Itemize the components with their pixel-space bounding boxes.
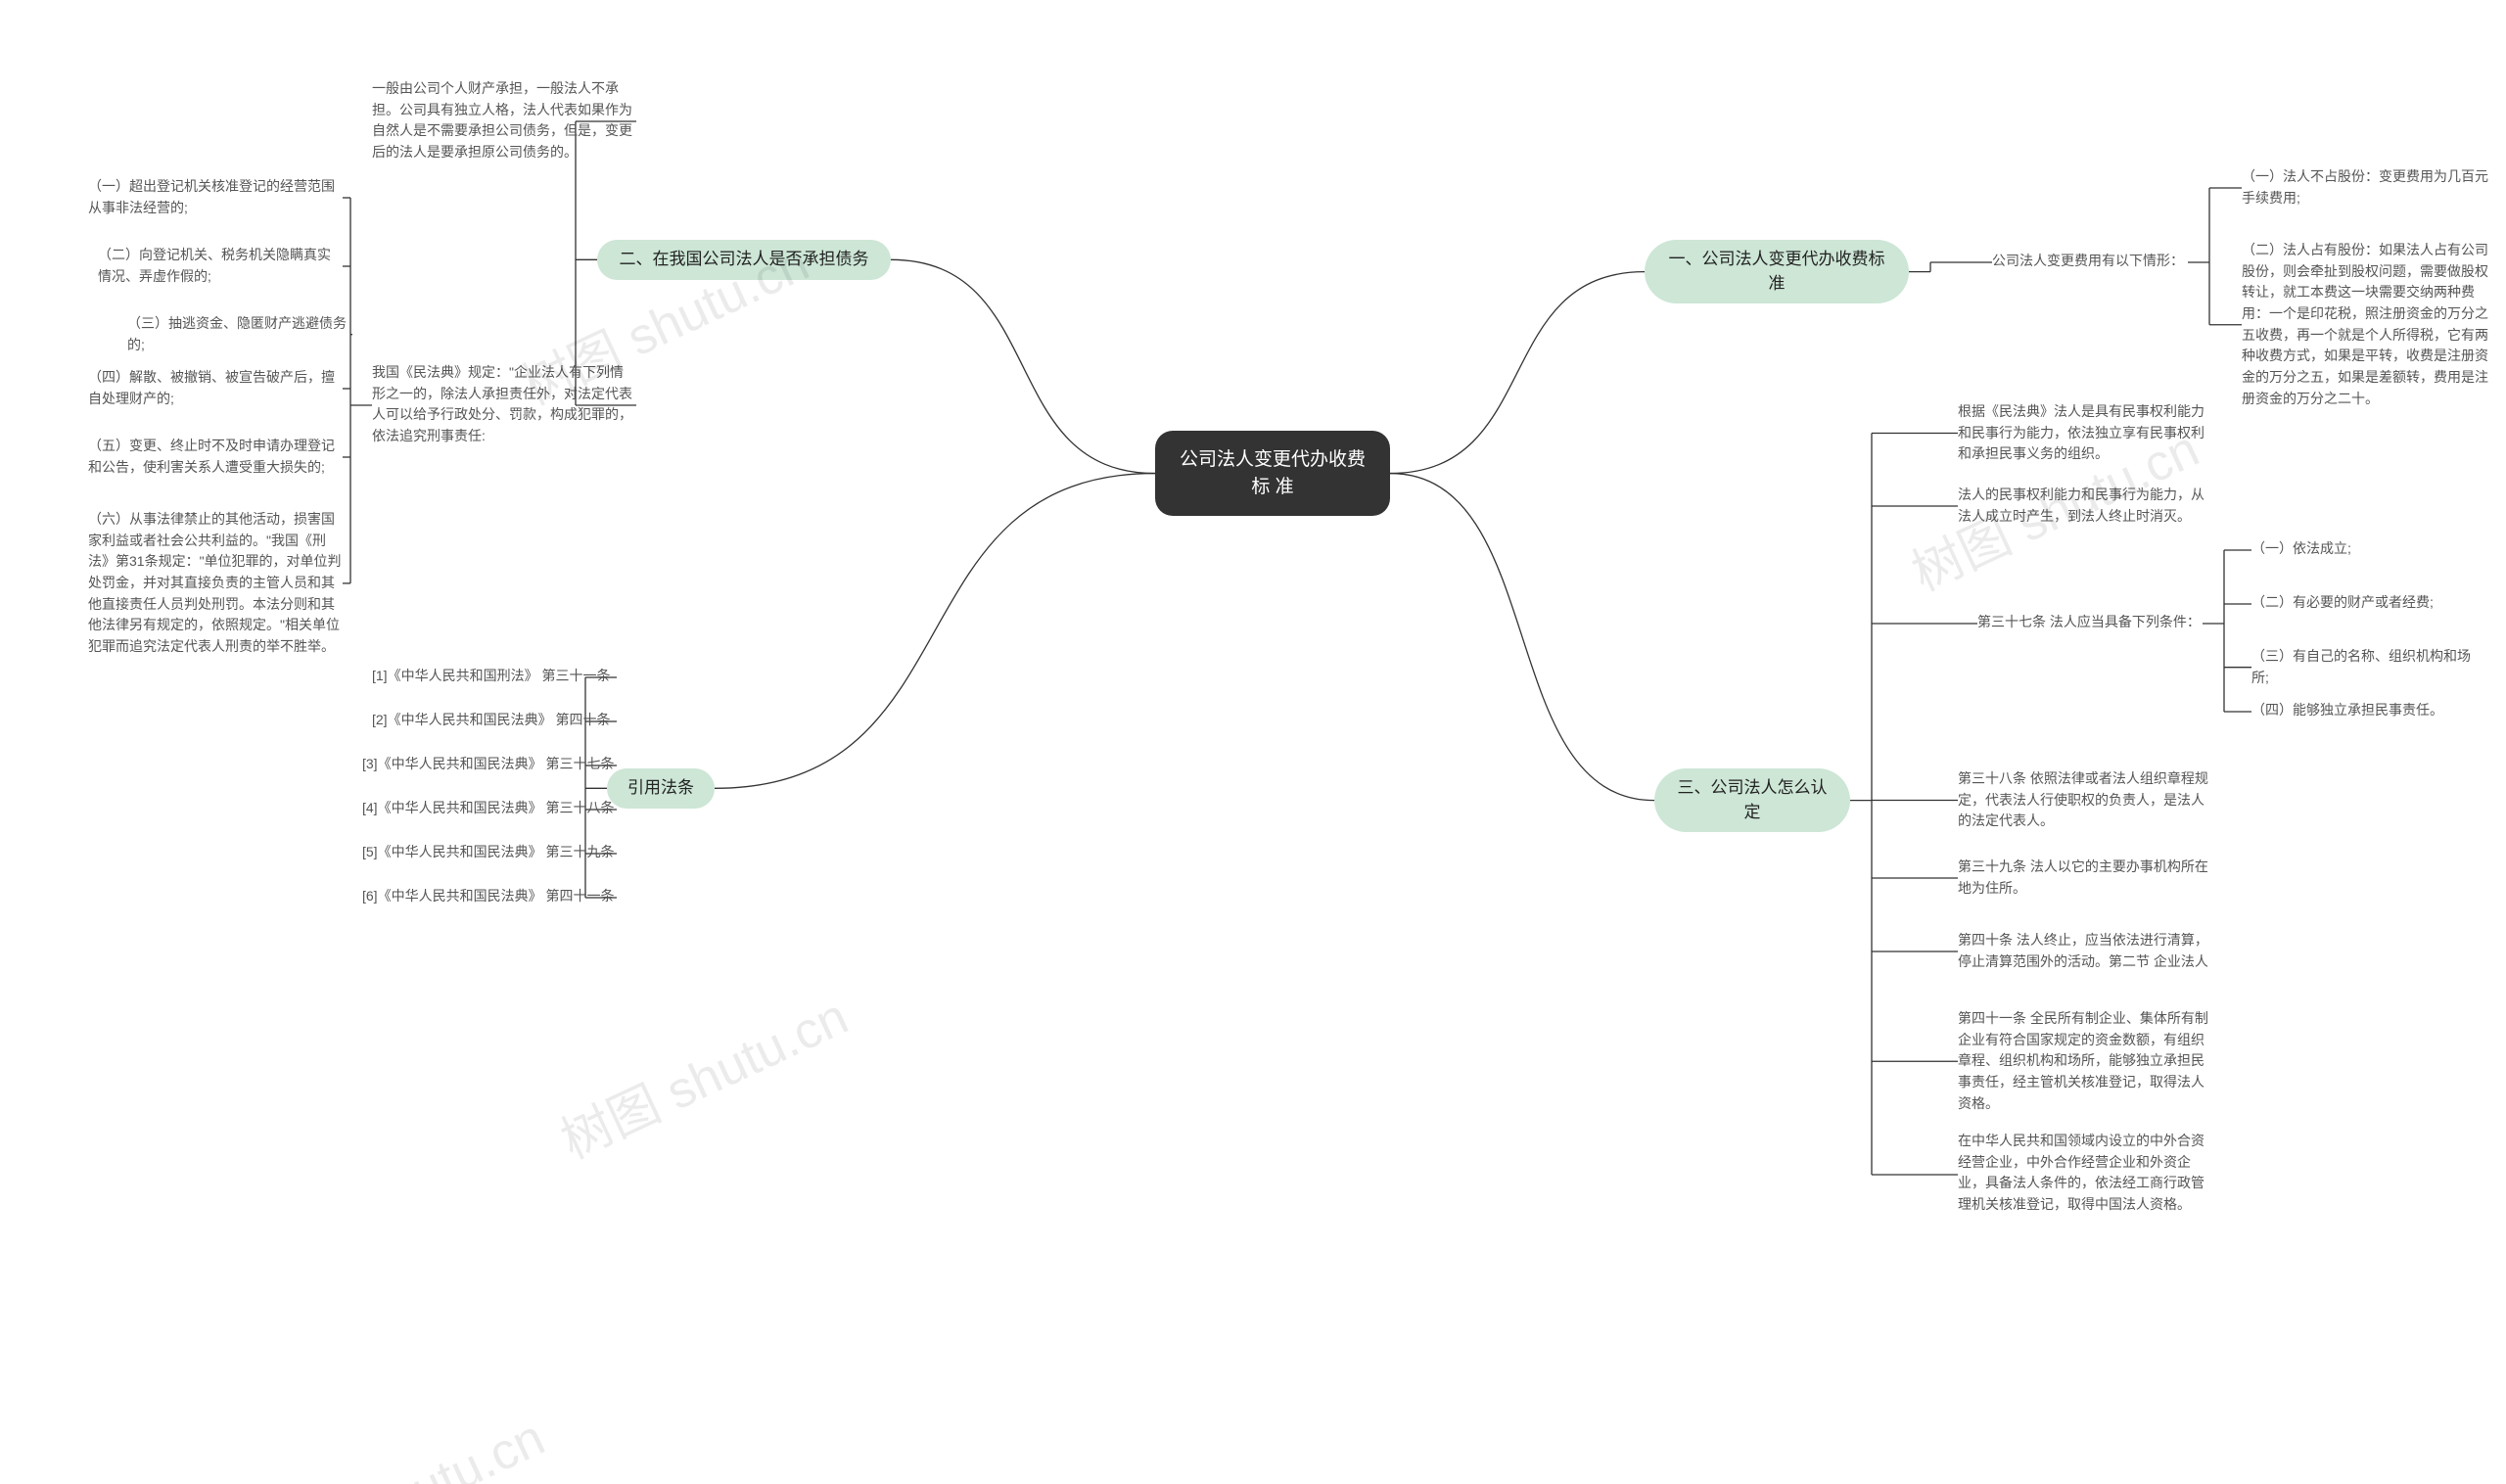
leaf-node-l4c: [3]《中华人民共和国民法典》 第三十七条 <box>362 754 617 777</box>
leaf-node-l4a: [1]《中华人民共和国刑法》 第三十一条 <box>372 666 617 689</box>
leaf-node-l2b5: （五）变更、终止时不及时申请办理登记和公告，使利害关系人遭受重大损失的; <box>88 436 343 479</box>
leaf-node-l4e: [5]《中华人民共和国民法典》 第三十九条 <box>362 842 617 865</box>
leaf-node-l2b1: （一）超出登记机关核准登记的经营范围从事非法经营的; <box>88 176 343 219</box>
leaf-node-l2b3: （三）抽逃资金、隐匿财产逃避债务的; <box>127 313 352 355</box>
leaf-node-r39: 第三十九条 法人以它的主要办事机构所在地为住所。 <box>1958 857 2212 900</box>
leaf-node-l2b2: （二）向登记机关、税务机关隐瞒真实情况、弄虚作假的; <box>98 245 343 288</box>
leaf-node-l2b6: （六）从事法律禁止的其他活动，损害国家利益或者社会公共利益的。"我国《刑法》第3… <box>88 509 343 658</box>
leaf-node-l4d: [4]《中华人民共和国民法典》 第三十八条 <box>362 798 617 821</box>
leaf-node-r38: 第三十八条 依照法律或者法人组织章程规定，代表法人行使职权的负责人，是法人的法定… <box>1958 768 2212 832</box>
center-node: 公司法人变更代办收费标 准 <box>1155 431 1390 516</box>
leaf-node-m1: 公司法人变更费用有以下情形： <box>1992 251 2188 274</box>
branch-node-b2: 二、在我国公司法人是否承担债务 <box>597 240 891 280</box>
leaf-node-r3a: 根据《民法典》法人是具有民事权利能力和民事行为能力，依法独立享有民事权利和承担民… <box>1958 401 2212 465</box>
branch-node-b4: 引用法条 <box>607 768 715 809</box>
leaf-node-r40: 第四十条 法人终止，应当依法进行清算，停止清算范围外的活动。第二节 企业法人 <box>1958 930 2212 973</box>
leaf-node-r37c: （三）有自己的名称、组织机构和场所; <box>2251 646 2486 688</box>
leaf-node-l2a: 一般由公司个人财产承担，一般法人不承担。公司具有独立人格，法人代表如果作为自然人… <box>372 78 636 164</box>
leaf-node-r41: 第四十一条 全民所有制企业、集体所有制企业有符合国家规定的资金数额，有组织章程、… <box>1958 1008 2212 1114</box>
leaf-node-l4b: [2]《中华人民共和国民法典》 第四十条 <box>372 710 617 733</box>
branch-node-b3: 三、公司法人怎么认定 <box>1654 768 1850 832</box>
leaf-node-r3b: 法人的民事权利能力和民事行为能力，从法人成立时产生，到法人终止时消灭。 <box>1958 485 2212 528</box>
branch-node-b1: 一、公司法人变更代办收费标准 <box>1645 240 1909 303</box>
leaf-node-r42: 在中华人民共和国领域内设立的中外合资经营企业，中外合作经营企业和外资企业，具备法… <box>1958 1131 2212 1219</box>
leaf-node-l2b: 我国《民法典》规定："企业法人有下列情形之一的，除法人承担责任外，对法定代表人可… <box>372 362 636 448</box>
leaf-node-l2b4: （四）解散、被撤销、被宣告破产后，擅自处理财产的; <box>88 367 343 410</box>
leaf-node-r1a: （一）法人不占股份：变更费用为几百元手续费用; <box>2242 166 2496 209</box>
leaf-node-r37d: （四）能够独立承担民事责任。 <box>2251 700 2467 723</box>
leaf-node-m37: 第三十七条 法人应当具备下列条件： <box>1977 612 2203 635</box>
leaf-node-r37b: （二）有必要的财产或者经费; <box>2251 592 2467 616</box>
leaf-node-r37a: （一）依法成立; <box>2251 538 2447 562</box>
mindmap-canvas <box>0 0 2506 1484</box>
leaf-node-r1b: （二）法人占有股份：如果法人占有公司股份，则会牵扯到股权问题，需要做股权转让，就… <box>2242 240 2501 410</box>
leaf-node-l4f: [6]《中华人民共和国民法典》 第四十一条 <box>362 886 617 909</box>
